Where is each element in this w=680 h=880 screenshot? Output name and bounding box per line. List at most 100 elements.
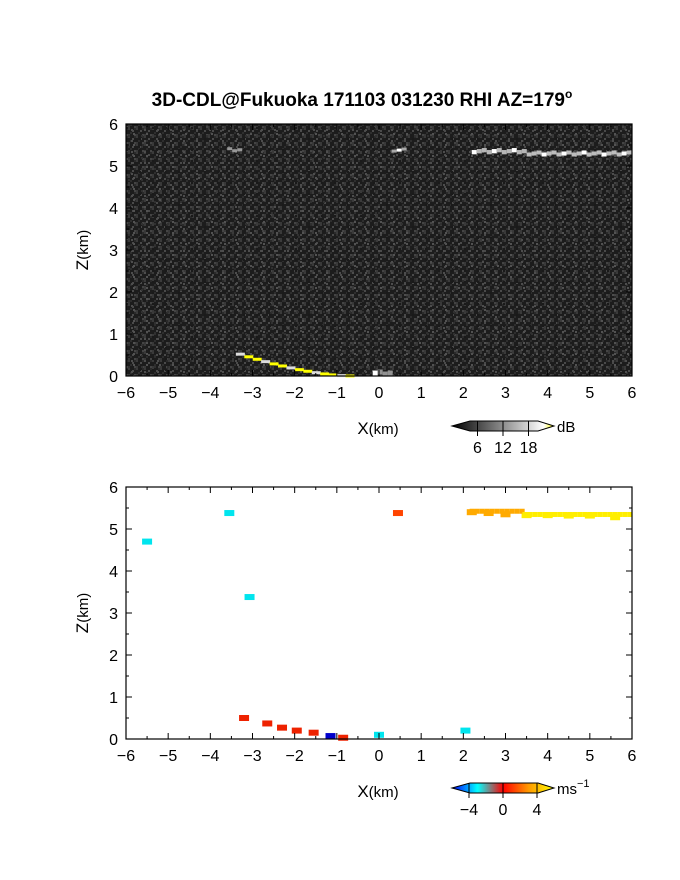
velocity-band-cell bbox=[612, 511, 618, 517]
velocity-band-cell bbox=[557, 511, 563, 517]
backscatter-feature-cell bbox=[294, 368, 304, 372]
velocity-band-cell bbox=[597, 511, 603, 517]
velocity-colorbar-unit: ms−1 bbox=[557, 778, 590, 798]
backscatter-feature-cell bbox=[541, 152, 547, 157]
backscatter-feature-cell bbox=[506, 149, 512, 154]
backscatter-feature-cell bbox=[576, 151, 582, 156]
velocity-band-cell bbox=[519, 508, 525, 514]
backscatter-feature-cell bbox=[252, 357, 262, 361]
backscatter-feature-cell bbox=[546, 151, 552, 156]
velocity-point bbox=[224, 510, 235, 517]
backscatter-feature-cell bbox=[391, 149, 397, 153]
backscatter-feature-cell bbox=[571, 152, 577, 157]
backscatter-feature-cell bbox=[496, 148, 502, 153]
backscatter-feature-cell bbox=[516, 150, 522, 155]
backscatter-feature-cell bbox=[601, 152, 607, 157]
backscatter-feature-cell bbox=[481, 148, 487, 153]
velocity-ytick-label: 2 bbox=[109, 648, 118, 665]
velocity-xlabel-unit: (km) bbox=[369, 784, 399, 801]
velocity-colorbar: −4 0 4 ms−1 bbox=[450, 778, 590, 819]
velocity-background bbox=[126, 487, 632, 739]
backscatter-feature-cell bbox=[476, 149, 482, 154]
chart-title-text: 3D-CDL@Fukuoka 171103 031230 RHI AZ=179 bbox=[152, 90, 565, 111]
velocity-point bbox=[338, 734, 349, 741]
backscatter-feature-cell bbox=[556, 152, 562, 157]
backscatter-colorbar-tick-label: 18 bbox=[520, 440, 538, 457]
backscatter-feature-cell bbox=[471, 150, 477, 155]
backscatter-feature-cell bbox=[227, 147, 233, 151]
velocity-point bbox=[262, 720, 273, 727]
velocity-xtick-label: 4 bbox=[543, 748, 552, 765]
velocity-xtick-label: 0 bbox=[375, 748, 384, 765]
backscatter-feature-cell bbox=[278, 364, 288, 368]
backscatter-feature-cell bbox=[531, 151, 537, 156]
backscatter-ytick-label: 4 bbox=[109, 201, 118, 218]
backscatter-colorbar-tick-label: 6 bbox=[473, 440, 482, 457]
backscatter-ytick-label: 1 bbox=[109, 327, 118, 344]
velocity-band-cell bbox=[547, 511, 553, 517]
backscatter-feature-cell bbox=[382, 371, 388, 377]
velocity-xlabel: X(km) bbox=[357, 782, 398, 801]
backscatter-feature-cell bbox=[396, 148, 402, 152]
backscatter-ytick-label: 6 bbox=[109, 117, 118, 134]
backscatter-feature-cell bbox=[232, 149, 238, 153]
velocity-band-cell bbox=[577, 511, 583, 517]
backscatter-xtick-label: 1 bbox=[417, 385, 426, 402]
velocity-band-cell bbox=[627, 511, 633, 517]
velocity-colorbar-tick-label: 0 bbox=[499, 802, 508, 819]
velocity-band-cell bbox=[494, 508, 500, 514]
velocity-xtick-label: 1 bbox=[417, 748, 426, 765]
velocity-band-cell bbox=[504, 508, 510, 514]
velocity-xtick-label: 6 bbox=[628, 748, 637, 765]
backscatter-ytick-label: 0 bbox=[109, 369, 118, 386]
velocity-colorbar-tick-label: 4 bbox=[533, 802, 542, 819]
velocity-point bbox=[277, 724, 288, 731]
backscatter-colorbar-unit: dB bbox=[557, 419, 575, 436]
backscatter-feature-cell bbox=[501, 150, 507, 155]
backscatter-feature-cell bbox=[286, 366, 296, 370]
backscatter-feature-cell bbox=[328, 373, 338, 377]
velocity-band-cell bbox=[617, 511, 623, 517]
backscatter-feature-cell bbox=[387, 370, 393, 376]
backscatter-feature-cell bbox=[616, 152, 622, 157]
backscatter-xtick-label: 5 bbox=[585, 385, 594, 402]
backscatter-xtick-label: 0 bbox=[375, 385, 384, 402]
velocity-xtick-label: −1 bbox=[328, 748, 346, 765]
velocity-xtick-label: −6 bbox=[117, 748, 135, 765]
backscatter-ytick-label: 3 bbox=[109, 243, 118, 260]
velocity-band-cell bbox=[572, 511, 578, 517]
backscatter-colorbar-tick-label: 12 bbox=[494, 440, 512, 457]
velocity-point bbox=[244, 594, 255, 601]
backscatter-colorbar: 6 12 18 dB bbox=[450, 419, 575, 457]
backscatter-xtick-label: 4 bbox=[543, 385, 552, 402]
backscatter-ticks: −6 −5 −4 −3 −2 −1 0 1 2 3 4 5 6 0 1 2 3 4 5 6 bbox=[109, 117, 636, 402]
backscatter-xlabel-main: X bbox=[357, 419, 368, 438]
velocity-band-cell bbox=[542, 511, 548, 517]
backscatter-ytick-label: 5 bbox=[109, 159, 118, 176]
backscatter-feature-cell bbox=[586, 152, 592, 157]
velocity-ytick-label: 6 bbox=[109, 480, 118, 497]
velocity-band-cell bbox=[474, 508, 480, 514]
backscatter-xtick-label: −4 bbox=[201, 385, 219, 402]
backscatter-feature-cell bbox=[526, 152, 532, 157]
backscatter-feature-cell bbox=[244, 355, 254, 359]
velocity-band-cell bbox=[537, 511, 543, 517]
backscatter-xtick-label: −1 bbox=[328, 385, 346, 402]
velocity-band-cell bbox=[527, 511, 533, 517]
backscatter-ylabel: Z(km) bbox=[73, 230, 92, 270]
velocity-band-cell bbox=[607, 511, 613, 517]
velocity-point bbox=[142, 538, 153, 545]
backscatter-xtick-label: −6 bbox=[117, 385, 135, 402]
backscatter-features bbox=[227, 147, 632, 378]
velocity-ytick-label: 4 bbox=[109, 564, 118, 581]
backscatter-feature-cell bbox=[551, 150, 557, 155]
velocity-xtick-label: −2 bbox=[286, 748, 304, 765]
backscatter-feature-cell bbox=[261, 360, 271, 364]
backscatter-feature-cell bbox=[269, 362, 279, 366]
velocity-xlabel-main: X bbox=[357, 782, 368, 801]
backscatter-feature-cell bbox=[311, 371, 321, 375]
velocity-xtick-label: 5 bbox=[585, 748, 594, 765]
velocity-band-cell bbox=[522, 511, 528, 517]
backscatter-feature-cell bbox=[486, 150, 492, 155]
